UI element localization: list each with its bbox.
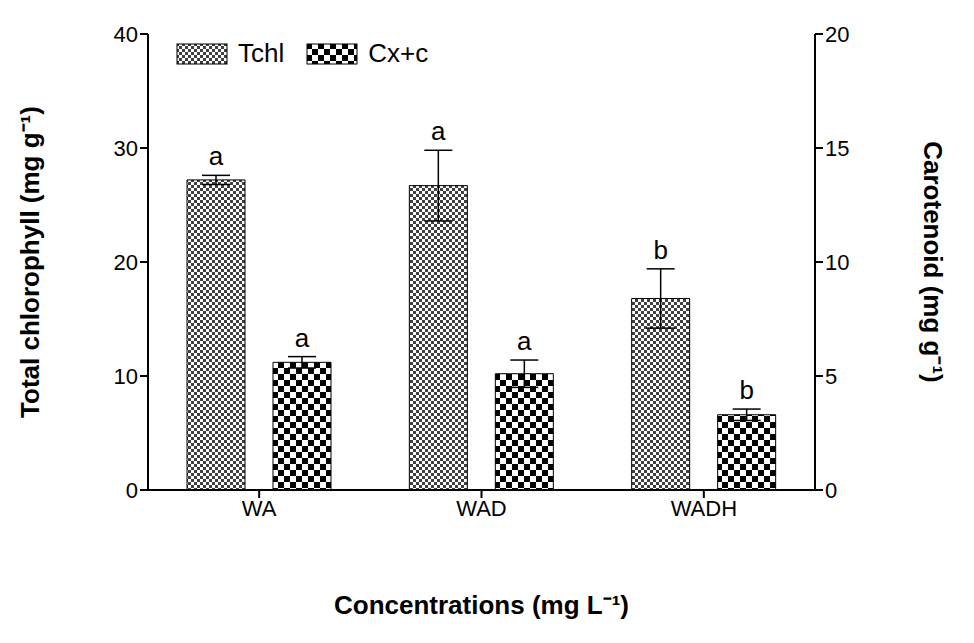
svg-text:5: 5 xyxy=(825,364,837,389)
svg-text:WA: WA xyxy=(242,496,277,521)
svg-text:10: 10 xyxy=(114,364,138,389)
svg-text:40: 40 xyxy=(114,22,138,47)
svg-text:0: 0 xyxy=(825,478,837,503)
svg-text:b: b xyxy=(653,235,667,265)
svg-text:WADH: WADH xyxy=(671,496,737,521)
svg-text:30: 30 xyxy=(114,136,138,161)
svg-text:10: 10 xyxy=(825,250,849,275)
svg-text:Total chlorophyll (mg g⁻¹): Total chlorophyll (mg g⁻¹) xyxy=(15,106,45,418)
svg-text:Carotenoid (mg g⁻¹): Carotenoid (mg g⁻¹) xyxy=(918,141,948,383)
svg-text:15: 15 xyxy=(825,136,849,161)
svg-text:WAD: WAD xyxy=(456,496,507,521)
html-text:Tchl: Tchl xyxy=(238,38,285,68)
svg-text:a: a xyxy=(431,116,446,146)
svg-text:20: 20 xyxy=(114,250,138,275)
svg-text:0: 0 xyxy=(126,478,138,503)
svg-text:b: b xyxy=(739,375,753,405)
svg-text:a: a xyxy=(209,141,224,171)
html-text:Cx+c: Cx+c xyxy=(368,38,429,68)
svg-text:Concentrations (mg L⁻¹): Concentrations (mg L⁻¹) xyxy=(334,590,629,620)
svg-text:20: 20 xyxy=(825,22,849,47)
svg-text:a: a xyxy=(295,323,310,353)
svg-text:a: a xyxy=(517,326,532,356)
